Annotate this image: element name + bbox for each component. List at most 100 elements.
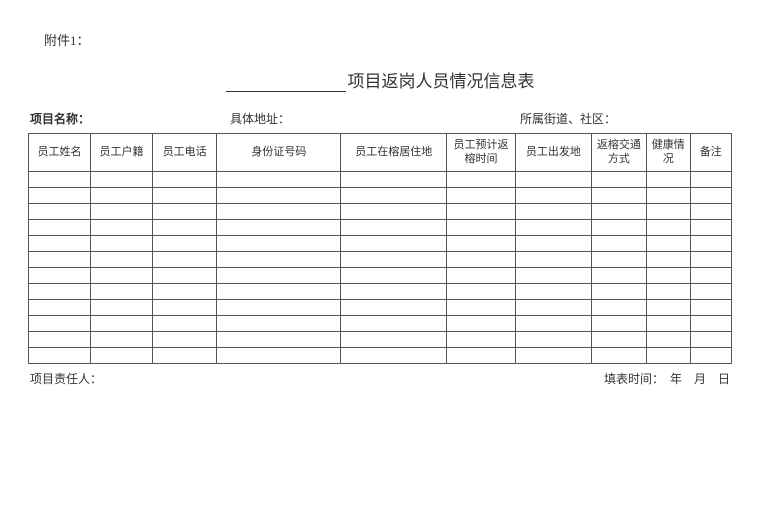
label-project-name: 项目名称： xyxy=(30,110,230,127)
table-cell xyxy=(153,219,217,235)
table-cell xyxy=(447,315,516,331)
table-cell xyxy=(515,203,591,219)
table-cell xyxy=(591,283,646,299)
table-cell xyxy=(447,347,516,363)
table-cell xyxy=(91,347,153,363)
table-cell xyxy=(447,235,516,251)
table-cell xyxy=(91,315,153,331)
table-cell xyxy=(29,315,91,331)
column-header: 健康情况 xyxy=(646,134,690,172)
table-cell xyxy=(153,315,217,331)
table-cell xyxy=(591,267,646,283)
table-row xyxy=(29,251,732,267)
table-cell xyxy=(690,315,731,331)
table-cell xyxy=(153,251,217,267)
table-cell xyxy=(646,187,690,203)
table-cell xyxy=(217,251,341,267)
table-cell xyxy=(447,267,516,283)
table-cell xyxy=(690,347,731,363)
table-cell xyxy=(515,171,591,187)
table-cell xyxy=(341,187,447,203)
column-header: 身份证号码 xyxy=(217,134,341,172)
table-cell xyxy=(341,251,447,267)
table-cell xyxy=(646,347,690,363)
table-cell xyxy=(341,347,447,363)
table-cell xyxy=(690,187,731,203)
page-title: 项目返岗人员情况信息表 xyxy=(28,67,732,92)
table-cell xyxy=(217,219,341,235)
column-header: 返榕交通方式 xyxy=(591,134,646,172)
table-cell xyxy=(217,315,341,331)
table-cell xyxy=(646,331,690,347)
table-row xyxy=(29,331,732,347)
table-cell xyxy=(515,283,591,299)
table-cell xyxy=(217,347,341,363)
table-cell xyxy=(447,251,516,267)
table-cell xyxy=(29,299,91,315)
table-cell xyxy=(341,235,447,251)
table-cell xyxy=(515,299,591,315)
table-row xyxy=(29,235,732,251)
table-cell xyxy=(591,203,646,219)
table-row xyxy=(29,203,732,219)
table-cell xyxy=(91,235,153,251)
table-cell xyxy=(29,219,91,235)
table-cell xyxy=(153,171,217,187)
table-cell xyxy=(515,315,591,331)
table-cell xyxy=(153,267,217,283)
table-cell xyxy=(646,251,690,267)
table-cell xyxy=(341,219,447,235)
table-cell xyxy=(217,299,341,315)
table-cell xyxy=(515,219,591,235)
table-cell xyxy=(91,331,153,347)
table-cell xyxy=(646,299,690,315)
table-cell xyxy=(690,331,731,347)
table-cell xyxy=(91,283,153,299)
table-row xyxy=(29,283,732,299)
table-cell xyxy=(341,267,447,283)
table-cell xyxy=(447,171,516,187)
table-cell xyxy=(447,299,516,315)
table-cell xyxy=(91,251,153,267)
table-cell xyxy=(646,235,690,251)
table-cell xyxy=(515,251,591,267)
table-cell xyxy=(91,187,153,203)
table-cell xyxy=(153,187,217,203)
table-cell xyxy=(29,331,91,347)
table-cell xyxy=(690,235,731,251)
table-cell xyxy=(341,299,447,315)
table-cell xyxy=(690,267,731,283)
table-cell xyxy=(515,187,591,203)
table-row xyxy=(29,347,732,363)
table-row xyxy=(29,219,732,235)
attachment-label: 附件1： xyxy=(44,30,732,49)
table-cell xyxy=(217,171,341,187)
table-row xyxy=(29,187,732,203)
footer-row: 项目责任人： 填表时间： 年 月 日 xyxy=(28,370,732,387)
table-cell xyxy=(341,331,447,347)
table-cell xyxy=(646,283,690,299)
table-cell xyxy=(646,171,690,187)
table-cell xyxy=(217,203,341,219)
table-cell xyxy=(591,299,646,315)
table-cell xyxy=(591,331,646,347)
table-row xyxy=(29,267,732,283)
table-row xyxy=(29,171,732,187)
table-cell xyxy=(591,235,646,251)
column-header: 员工在榕居住地 xyxy=(341,134,447,172)
table-cell xyxy=(29,203,91,219)
table-cell xyxy=(29,251,91,267)
table-cell xyxy=(153,331,217,347)
table-cell xyxy=(29,283,91,299)
table-cell xyxy=(646,315,690,331)
label-fill-time: 填表时间： 年 月 日 xyxy=(604,370,730,387)
table-cell xyxy=(341,315,447,331)
table-header-row: 员工姓名员工户籍员工电话身份证号码员工在榕居住地员工预计返榕时间员工出发地返榕交… xyxy=(29,134,732,172)
table-cell xyxy=(341,203,447,219)
table-cell xyxy=(91,203,153,219)
column-header: 员工户籍 xyxy=(91,134,153,172)
table-cell xyxy=(447,187,516,203)
table-cell xyxy=(341,171,447,187)
table-cell xyxy=(591,315,646,331)
table-cell xyxy=(153,235,217,251)
